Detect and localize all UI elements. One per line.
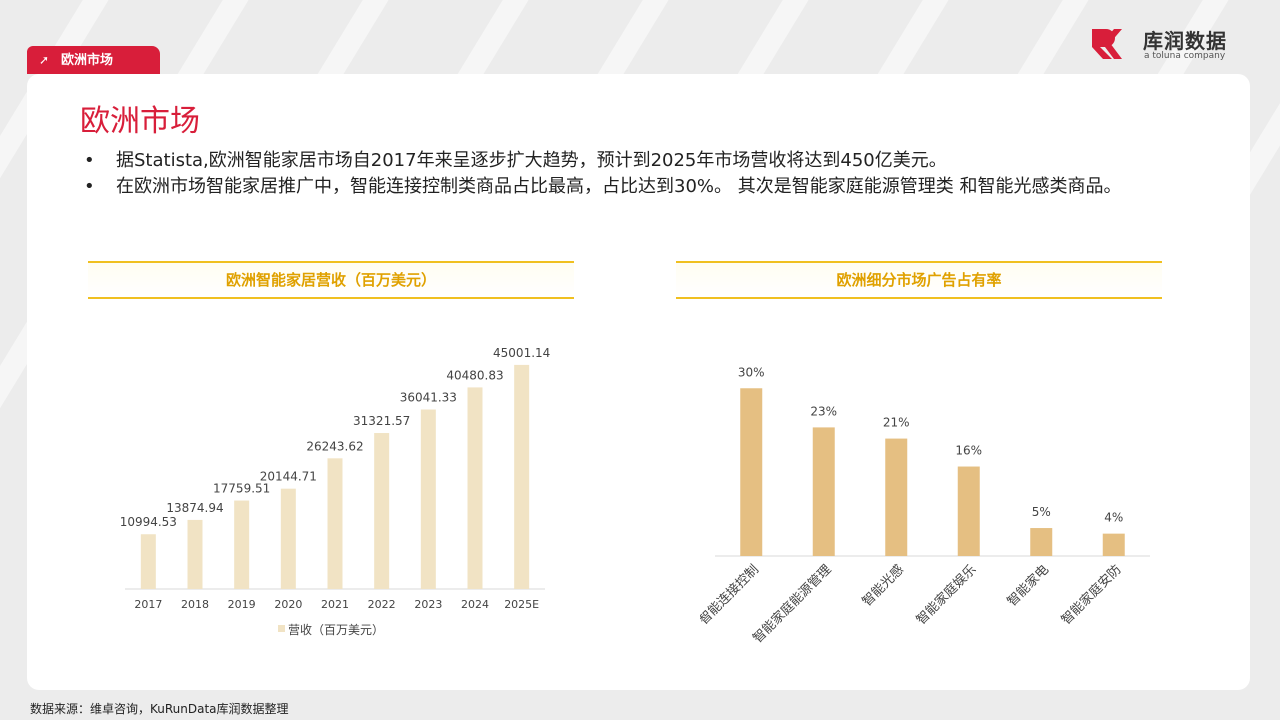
x-tick-label: 智能家庭娱乐 xyxy=(913,562,979,628)
logo-name: 库润数据 xyxy=(1143,29,1227,53)
bullet-list: • 据Statista,欧洲智能家居市场自2017年来呈逐步扩大趋势，预计到20… xyxy=(84,148,1194,200)
bullet-dot: • xyxy=(84,176,95,197)
page-title: 欧洲市场 xyxy=(80,104,200,139)
x-tick-label: 2022 xyxy=(368,598,396,611)
x-tick-label: 2019 xyxy=(228,598,256,611)
x-tick-label: 2023 xyxy=(414,598,442,611)
brand-logo: 库润数据 a toluna company xyxy=(1090,25,1240,65)
data-label: 30% xyxy=(738,365,765,379)
data-label: 17759.51 xyxy=(213,482,270,496)
x-tick-label: 智能家电 xyxy=(1004,562,1052,610)
legend-swatch xyxy=(278,625,285,632)
left-chart-title: 欧洲智能家居营收（百万美元） xyxy=(88,261,574,299)
x-tick-label: 智能家庭能源管理 xyxy=(750,562,835,647)
x-tick-label: 智能连接控制 xyxy=(700,562,762,628)
bar xyxy=(187,519,203,589)
data-label: 20144.71 xyxy=(260,470,317,484)
bar xyxy=(327,458,343,589)
bar xyxy=(1030,528,1053,556)
section-tab-label: 欧洲市场 xyxy=(61,53,114,68)
data-label: 26243.62 xyxy=(306,439,363,453)
bar xyxy=(885,438,908,556)
bullet-text: 据Statista,欧洲智能家居市场自2017年来呈逐步扩大趋势，预计到2025… xyxy=(116,150,947,171)
data-label: 45001.14 xyxy=(493,346,550,360)
bullet-item: • 在欧洲市场智能家居推广中，智能连接控制类商品占比最高，占比达到30%。 其次… xyxy=(84,174,1194,200)
bullet-dot: • xyxy=(84,150,95,171)
bar xyxy=(957,466,980,556)
bar xyxy=(420,409,436,589)
bar xyxy=(812,427,835,556)
data-label: 16% xyxy=(955,444,982,458)
legend-label: 营收（百万美元） xyxy=(288,623,384,637)
arrow-up-right-icon: ➚ xyxy=(39,53,50,67)
bullet-item: • 据Statista,欧洲智能家居市场自2017年来呈逐步扩大趋势，预计到20… xyxy=(84,148,1194,174)
data-label: 10994.53 xyxy=(120,515,177,529)
x-tick-label: 2020 xyxy=(274,598,302,611)
x-tick-label: 2017 xyxy=(134,598,162,611)
bar xyxy=(374,433,390,589)
data-label: 13874.94 xyxy=(166,501,223,515)
bar xyxy=(1102,533,1125,556)
bullet-text: 在欧洲市场智能家居推广中，智能连接控制类商品占比最高，占比达到30%。 其次是智… xyxy=(116,176,1122,197)
logo-subtitle: a toluna company xyxy=(1144,51,1226,61)
x-tick-label: 2024 xyxy=(461,598,489,611)
right-chart-title: 欧洲细分市场广告占有率 xyxy=(676,261,1162,299)
logo-mark-icon xyxy=(1092,29,1122,59)
data-label: 21% xyxy=(883,416,910,430)
bar xyxy=(140,534,156,589)
data-label: 5% xyxy=(1032,505,1051,519)
bar xyxy=(467,387,483,589)
section-tab: ➚ 欧洲市场 xyxy=(27,46,160,74)
data-label: 4% xyxy=(1104,511,1123,525)
x-tick-label: 2021 xyxy=(321,598,349,611)
data-label: 36041.33 xyxy=(400,391,457,405)
bar xyxy=(234,500,250,589)
data-label: 31321.57 xyxy=(353,414,410,428)
revenue-bar-chart: 10994.53 2017 13874.94 2018 17759.51 2019 2014… xyxy=(120,346,551,637)
bar xyxy=(514,364,530,589)
x-tick-label: 智能家庭安防 xyxy=(1058,562,1124,628)
x-tick-label: 智能光感 xyxy=(859,562,907,610)
bar xyxy=(740,388,763,556)
x-tick-label: 2018 xyxy=(181,598,209,611)
content-card xyxy=(27,74,1250,690)
x-tick-label: 2025E xyxy=(504,598,539,611)
bar xyxy=(280,488,296,589)
data-source-note: 数据来源：维卓咨询，KuRunData库润数据整理 xyxy=(30,702,289,716)
data-label: 40480.83 xyxy=(446,368,503,382)
data-label: 23% xyxy=(810,404,837,418)
ad-share-bar-chart: 30% 智能连接控制 23% 智能家庭能源管理 21% 智能光感 16% 智能家庭娱乐 5% 智能… xyxy=(700,365,1150,647)
